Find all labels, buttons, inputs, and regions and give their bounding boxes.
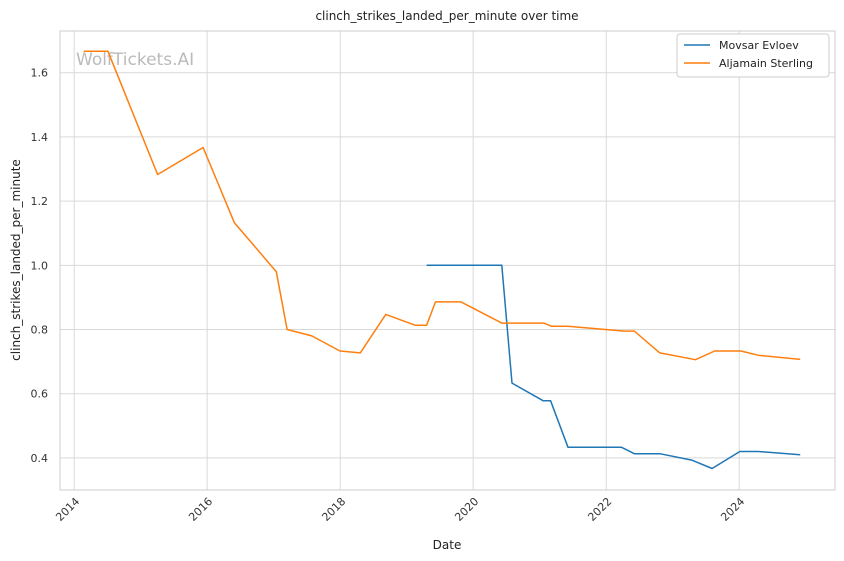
x-tick-label: 2024 xyxy=(718,495,747,524)
series-line-2 xyxy=(83,50,801,361)
x-tick-label: 2020 xyxy=(452,495,481,524)
grid xyxy=(60,31,835,490)
x-axis-ticks: 2014 2016 2018 2020 2022 2024 xyxy=(53,495,747,524)
series-line-1 xyxy=(426,264,801,470)
x-axis-title: Date xyxy=(433,538,462,552)
legend-box xyxy=(676,33,830,78)
y-tick-label: 1.6 xyxy=(31,67,49,80)
legend-label-2: Aljamain Sterling xyxy=(719,57,813,70)
y-axis-ticks: 0.4 0.6 0.8 1.0 1.2 1.4 1.6 xyxy=(31,67,49,465)
chart-title: clinch_strikes_landed_per_minute over ti… xyxy=(315,9,578,23)
legend-label-1: Movsar Evloev xyxy=(719,39,799,52)
y-axis-title: clinch_strikes_landed_per_minute xyxy=(9,159,23,361)
watermark-text: WolfTickets.AI xyxy=(76,50,194,70)
series-lines xyxy=(83,50,801,470)
y-tick-label: 0.8 xyxy=(31,324,49,337)
y-tick-label: 1.0 xyxy=(31,259,49,272)
x-tick-label: 2014 xyxy=(53,495,82,524)
y-tick-label: 0.6 xyxy=(31,388,49,401)
x-tick-label: 2016 xyxy=(186,495,215,524)
y-tick-label: 1.4 xyxy=(31,131,49,144)
legend: Movsar Evloev Aljamain Sterling xyxy=(676,33,830,78)
plot-area-frame xyxy=(59,30,836,491)
x-tick-label: 2018 xyxy=(319,495,348,524)
x-tick-label: 2022 xyxy=(585,495,614,524)
y-tick-label: 0.4 xyxy=(31,452,49,465)
y-tick-label: 1.2 xyxy=(31,195,49,208)
